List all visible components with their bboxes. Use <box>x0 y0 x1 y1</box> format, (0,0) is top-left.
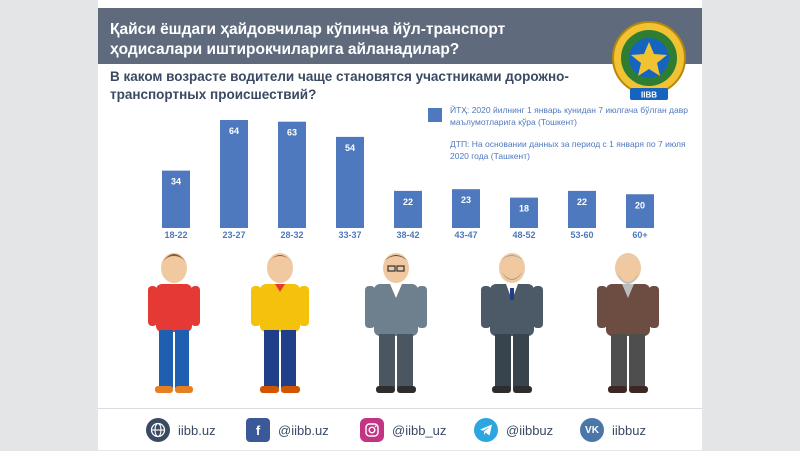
category-label: 23-27 <box>222 230 245 240</box>
bar-60+ <box>626 194 654 228</box>
emblem-label: IIBB <box>641 91 657 100</box>
category-label: 60+ <box>632 230 647 240</box>
bar-value-label: 23 <box>461 195 471 205</box>
legend: ЙТҲ: 2020 йилнинг 1 январь кунидан 7 июл… <box>428 104 698 166</box>
bar-value-label: 20 <box>635 200 645 210</box>
bar-38-42 <box>394 190 422 228</box>
bar-48-52 <box>510 197 538 228</box>
facebook-icon: f <box>246 418 270 442</box>
social-telegram[interactable]: @iibbuz <box>474 417 553 443</box>
title-band: Қайси ёшдаги ҳайдовчилар кўпинча йўл-тра… <box>98 8 702 64</box>
legend-text-uz: ЙТҲ: 2020 йилнинг 1 январь кунидан 7 июл… <box>450 105 688 127</box>
page-subtitle: В каком возрасте водители чаще становятс… <box>110 69 569 102</box>
instagram-icon <box>360 418 384 442</box>
infographic-card: Қайси ёшдаги ҳайдовчилар кўпинча йўл-тра… <box>98 0 702 450</box>
telegram-icon <box>474 418 498 442</box>
social-facebook-label: @iibb.uz <box>278 422 329 438</box>
person-yellow-shirt <box>251 253 309 393</box>
bar-value-label: 54 <box>345 143 355 153</box>
bar-value-label: 22 <box>577 197 587 207</box>
social-facebook[interactable]: f @iibb.uz <box>246 417 329 443</box>
category-label: 28-32 <box>280 230 303 240</box>
bar-28-32 <box>278 121 306 228</box>
bar-value-label: 18 <box>519 204 529 214</box>
page-title: Қайси ёшдаги ҳайдовчилар кўпинча йўл-тра… <box>110 21 506 58</box>
category-label: 38-42 <box>396 230 419 240</box>
social-vk-label: iibbuz <box>612 422 646 438</box>
legend-swatch <box>428 108 442 122</box>
legend-text-ru: ДТП: На основании данных за период с 1 я… <box>450 139 686 161</box>
legend-entry-uz: ЙТҲ: 2020 йилнинг 1 январь кунидан 7 июл… <box>428 104 698 132</box>
category-label: 18-22 <box>164 230 187 240</box>
bar-43-47 <box>452 189 480 228</box>
category-label: 43-47 <box>454 230 477 240</box>
category-label: 53-60 <box>570 230 593 240</box>
social-footer: iibb.uz f @iibb.uz @iibb_uz @iibbuz VK i… <box>98 408 702 451</box>
social-telegram-label: @iibbuz <box>506 422 554 438</box>
people-illustration <box>148 253 659 393</box>
bar-23-27 <box>220 120 248 228</box>
vk-icon: VK <box>580 418 604 442</box>
bar-18-22 <box>162 170 190 228</box>
legend-entry-ru: ДТП: На основании данных за период с 1 я… <box>428 138 698 166</box>
bar-33-37 <box>336 136 364 228</box>
person-grey-suit <box>365 253 427 393</box>
bar-value-label: 63 <box>287 128 297 138</box>
bar-chart: 34 18-22 64 23-27 63 28-32 54 33-37 22 38-42 23 43-… <box>162 120 654 240</box>
bar-value-label: 34 <box>171 177 181 187</box>
social-website-label: iibb.uz <box>178 422 216 438</box>
bar-value-label: 64 <box>229 126 239 136</box>
globe-icon <box>146 418 170 442</box>
social-website[interactable]: iibb.uz <box>146 417 216 443</box>
bar-value-label: 22 <box>403 197 413 207</box>
person-young-red-shirt <box>148 253 200 393</box>
social-instagram-label: @iibb_uz <box>392 422 447 438</box>
bar-53-60 <box>568 190 596 228</box>
category-label: 33-37 <box>338 230 361 240</box>
social-instagram[interactable]: @iibb_uz <box>360 417 446 443</box>
social-vk[interactable]: VK iibbuz <box>580 417 646 443</box>
category-label: 48-52 <box>512 230 535 240</box>
police-emblem-icon: IIBB <box>612 21 686 100</box>
person-elderly-brown-jacket <box>597 253 659 393</box>
person-dark-suit <box>481 253 543 393</box>
